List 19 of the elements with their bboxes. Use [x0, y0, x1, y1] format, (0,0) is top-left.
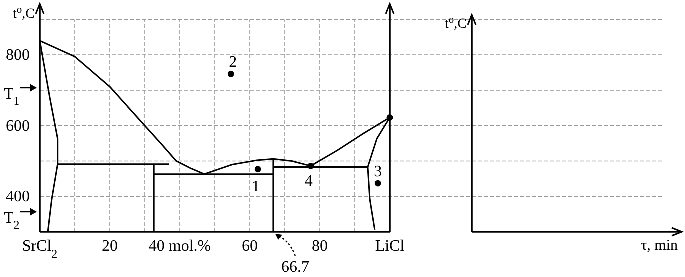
annotation: 3 — [374, 164, 382, 181]
annotation: 1 — [252, 178, 260, 196]
text: T$_{1}$ — [4, 86, 20, 108]
x-tick-label: 40 mol.% — [148, 238, 212, 255]
y-axis-title: t$^{o}$,C — [13, 4, 35, 22]
y-tick-label: 400 — [6, 188, 30, 206]
annotation: 2 — [229, 54, 238, 72]
y-tick-label: 800 — [6, 46, 30, 64]
x-tick-label: 80 — [312, 238, 328, 255]
text: SrCl$_{2}$ — [22, 238, 58, 261]
annotation: 66.7 — [281, 259, 310, 276]
text: τ, min — [641, 238, 678, 254]
x-tick-label: 60 — [242, 238, 258, 255]
annotation: 4 — [304, 173, 313, 190]
text: t$^{o}$,C — [445, 14, 467, 32]
text: T$_{2}$ — [4, 210, 20, 232]
text: LiCl — [375, 238, 406, 255]
y-tick-label: 600 — [6, 117, 30, 134]
x-tick-label: 20 — [102, 238, 118, 255]
